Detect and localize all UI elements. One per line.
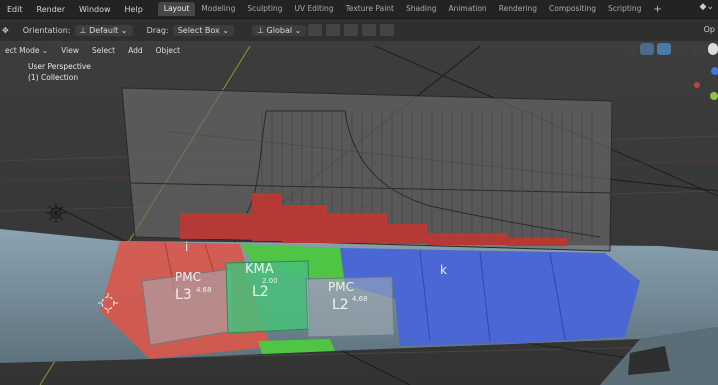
panel-grid <box>261 111 593 241</box>
select-menu[interactable]: Select <box>86 44 121 56</box>
tab-shading[interactable]: Shading <box>405 4 437 13</box>
transform-tool-icon[interactable]: ✥ <box>2 25 9 35</box>
tab-layout[interactable]: Layout <box>157 2 196 16</box>
chart-panel-plane[interactable] <box>121 87 613 252</box>
transform-value: Global <box>266 25 293 35</box>
add-menu[interactable]: Add <box>123 44 148 56</box>
drag-label: Drag: <box>146 25 169 35</box>
mode-dropdown[interactable]: ect Mode ⌄ <box>0 44 54 56</box>
zone-k-label: k <box>440 263 447 277</box>
gizmo-y-axis[interactable] <box>710 92 718 100</box>
tool-settings-bar: ✥ Orientation: ⊥ Default ⌄ Drag: Select … <box>0 19 718 42</box>
3d-cursor[interactable] <box>98 293 118 313</box>
drag-value: Select Box <box>177 25 220 35</box>
solid-shading-icon[interactable] <box>708 43 718 55</box>
orientation-label: Orientation: <box>22 25 71 35</box>
pmc-right-code: L2 <box>332 297 349 313</box>
global-axis-icon: ⊥ <box>257 25 264 35</box>
kma-code: L2 <box>252 284 269 300</box>
gizmo-x-axis[interactable] <box>694 82 700 88</box>
kma-label: KMA <box>245 262 274 277</box>
viewport-scene: PMC 4.68 L3 KMA 2.00 L2 PMC 4.68 L2 i k <box>0 41 718 385</box>
hull-shadow <box>628 346 670 375</box>
tab-sculpting[interactable]: Sculpting <box>247 4 283 13</box>
zone-i-label: i <box>185 240 188 254</box>
pmc-left-code: L3 <box>175 287 192 303</box>
pmc-right-label: PMC <box>328 280 354 294</box>
pmc-left-value: 4.68 <box>196 286 212 294</box>
viewport-collection-label: (1) Collection <box>28 73 79 82</box>
kma-value: 2.00 <box>262 277 278 285</box>
mode-value: ect Mode <box>5 45 40 55</box>
overlay-toggle-icon[interactable] <box>657 43 671 55</box>
scene-selector-icon[interactable]: ◆⌄ <box>699 2 714 12</box>
tab-modeling[interactable]: Modeling <box>201 4 236 13</box>
histogram-bars <box>180 193 567 246</box>
xray-icon[interactable] <box>674 43 688 55</box>
panel-divider <box>129 182 611 194</box>
view-menu[interactable]: View <box>56 44 84 56</box>
drag-dropdown[interactable]: Select Box ⌄ <box>172 24 235 36</box>
pmc-right-value: 4.68 <box>352 295 368 303</box>
viewport-shading-controls <box>620 43 718 55</box>
transform-orientation-dropdown[interactable]: ⊥ Global ⌄ <box>252 24 307 36</box>
pmc-left-label: PMC <box>175 270 201 284</box>
tab-animation[interactable]: Animation <box>448 4 487 13</box>
menu-help[interactable]: Help <box>124 4 143 14</box>
snap-target-icon[interactable] <box>344 24 359 36</box>
orientation-dropdown[interactable]: ⊥ Default ⌄ <box>74 24 133 36</box>
add-workspace-button[interactable]: + <box>653 3 662 15</box>
axis-icon: ⊥ <box>79 25 87 35</box>
viewport-perspective-label: User Perspective <box>28 62 91 71</box>
tab-rendering[interactable]: Rendering <box>498 4 538 13</box>
wireframe-shading-icon[interactable] <box>691 43 705 55</box>
zone-green-lower <box>258 339 335 354</box>
orientation-value: Default <box>89 25 119 35</box>
orientation-group: Orientation: ⊥ Default ⌄ <box>22 24 133 36</box>
tab-scripting[interactable]: Scripting <box>608 4 642 13</box>
3d-viewport[interactable]: PMC 4.68 L3 KMA 2.00 L2 PMC 4.68 L2 i k <box>0 41 718 385</box>
proportional-edit-icon[interactable] <box>362 24 377 36</box>
zone-blue[interactable] <box>340 248 640 346</box>
drag-group: Drag: Select Box ⌄ <box>146 24 235 36</box>
menu-edit[interactable]: Edit <box>7 4 23 14</box>
object-menu[interactable]: Object <box>150 44 186 56</box>
gizmo-toggle-icon[interactable] <box>640 43 654 55</box>
tab-compositing[interactable]: Compositing <box>549 4 597 13</box>
light-gizmo[interactable] <box>46 203 66 223</box>
gizmo-z-axis[interactable] <box>711 67 718 75</box>
transform-orientation-group: ⊥ Global ⌄ <box>248 24 396 36</box>
menu-window[interactable]: Window <box>78 4 111 14</box>
tab-uv-editing[interactable]: UV Editing <box>294 4 334 13</box>
snap-icon[interactable] <box>326 24 341 36</box>
workspace-tabs: Layout Modeling Sculpting UV Editing Tex… <box>157 0 668 18</box>
panel-curve <box>231 110 601 238</box>
visibility-icon[interactable] <box>623 43 637 55</box>
pmc-box-right[interactable] <box>305 276 395 338</box>
pivot-icon[interactable] <box>308 24 323 36</box>
falloff-icon[interactable] <box>380 24 395 36</box>
zone-dividers <box>419 250 566 342</box>
top-menu-bar: Edit Render Window Help Layout Modeling … <box>0 0 718 19</box>
menu-render[interactable]: Render <box>36 4 65 14</box>
options-button[interactable]: Op <box>703 25 715 34</box>
tab-texture-paint[interactable]: Texture Paint <box>345 4 394 13</box>
viewport-header: ect Mode ⌄ View Select Add Object <box>0 42 718 58</box>
